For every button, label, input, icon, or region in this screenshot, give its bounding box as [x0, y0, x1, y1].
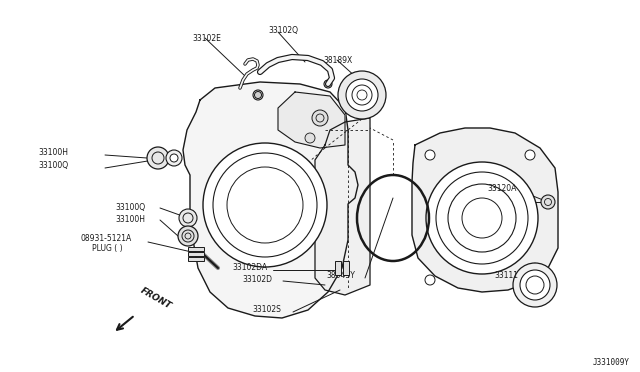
Circle shape [520, 270, 550, 300]
Text: 33120A: 33120A [487, 183, 516, 192]
Bar [188, 257, 204, 261]
Circle shape [425, 150, 435, 160]
Circle shape [255, 92, 262, 99]
Circle shape [203, 143, 327, 267]
Circle shape [305, 133, 315, 143]
Text: 33100H: 33100H [115, 215, 145, 224]
Text: 08931-5121A: 08931-5121A [80, 234, 131, 243]
Circle shape [179, 209, 197, 227]
Polygon shape [412, 128, 558, 292]
Text: PLUG ( ): PLUG ( ) [92, 244, 123, 253]
Text: 33100H: 33100H [38, 148, 68, 157]
Text: J331009Y: J331009Y [593, 358, 630, 367]
Circle shape [178, 226, 198, 246]
Circle shape [147, 147, 169, 169]
Bar [188, 247, 204, 251]
Text: 38343Y: 38343Y [326, 272, 355, 280]
Polygon shape [183, 82, 358, 318]
Text: FRONT: FRONT [139, 286, 173, 311]
Text: 33102E: 33102E [192, 33, 221, 42]
Text: 33102DA: 33102DA [232, 263, 267, 273]
Text: 33102Q: 33102Q [268, 26, 298, 35]
Polygon shape [278, 92, 345, 148]
Bar [343, 261, 349, 275]
Circle shape [170, 154, 178, 162]
Bar [335, 261, 341, 275]
Circle shape [425, 275, 435, 285]
Polygon shape [315, 118, 370, 295]
Circle shape [338, 71, 386, 119]
Circle shape [525, 275, 535, 285]
Text: 33100Q: 33100Q [115, 202, 145, 212]
Text: 38189X: 38189X [323, 55, 352, 64]
Circle shape [525, 150, 535, 160]
Text: 33100Q: 33100Q [38, 160, 68, 170]
Bar [188, 252, 204, 256]
Text: 33102S: 33102S [252, 305, 281, 314]
Circle shape [253, 90, 263, 100]
Circle shape [426, 162, 538, 274]
Circle shape [541, 195, 555, 209]
Circle shape [513, 263, 557, 307]
Text: 33111: 33111 [494, 272, 518, 280]
Circle shape [166, 150, 182, 166]
Circle shape [312, 110, 328, 126]
Text: 33102D: 33102D [242, 275, 272, 283]
Circle shape [324, 80, 332, 88]
Circle shape [346, 79, 378, 111]
